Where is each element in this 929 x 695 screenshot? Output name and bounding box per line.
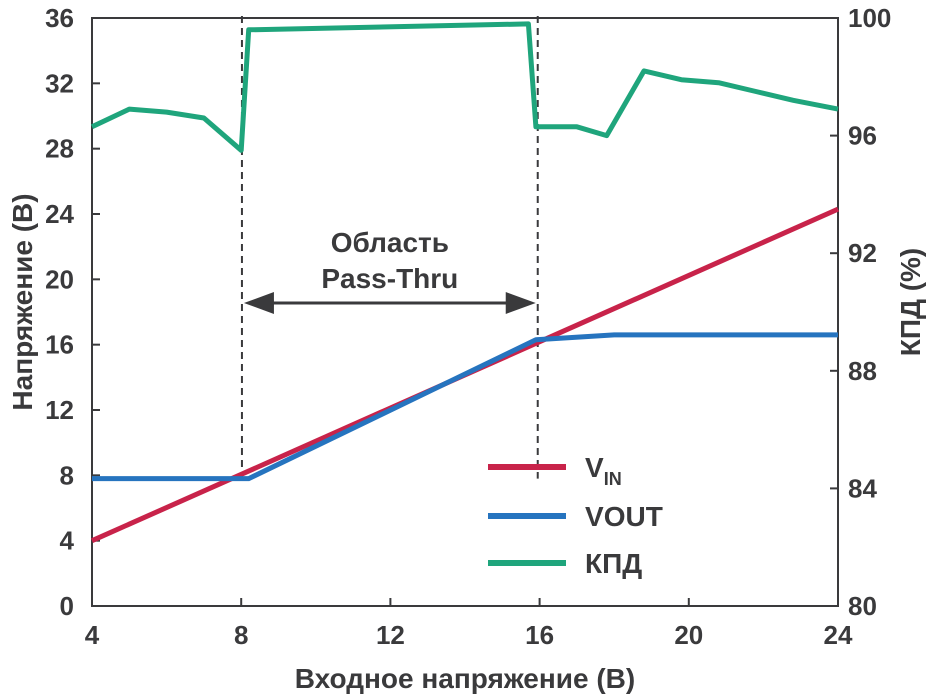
x-tick-label: 24 <box>824 620 853 650</box>
y2-tick-label: 80 <box>848 591 877 621</box>
y-tick-label: 28 <box>45 134 74 164</box>
x-tick-label: 16 <box>525 620 554 650</box>
legend-label-main: КПД <box>585 548 642 579</box>
series-line-2 <box>92 332 838 482</box>
legend-label-sub: IN <box>604 469 622 489</box>
y-tick-label: 32 <box>45 68 74 98</box>
y-tick-label: 8 <box>60 460 74 490</box>
x-axis-title: Входное напряжение (В) <box>295 663 635 694</box>
y2-axis-title: КПД (%) <box>895 248 926 357</box>
y2-tick-label: 84 <box>848 473 877 503</box>
y-tick-label: 24 <box>45 199 74 229</box>
x-tick-label: 4 <box>85 620 100 650</box>
annotation-line1: Область <box>331 227 449 258</box>
y-tick-label: 36 <box>45 3 74 33</box>
legend-label-main: V <box>585 501 604 532</box>
y-axis-title: Напряжение (В) <box>7 193 38 410</box>
y-tick-label: 20 <box>45 264 74 294</box>
x-tick-label: 8 <box>234 620 248 650</box>
legend-label-sub: OUT <box>604 501 663 532</box>
series-line-3 <box>90 21 839 153</box>
x-tick-label: 20 <box>674 620 703 650</box>
y2-tick-label: 100 <box>848 3 891 33</box>
y-tick-label: 12 <box>45 395 74 425</box>
y2-tick-label: 92 <box>848 238 877 268</box>
arrow-left-head <box>243 292 274 314</box>
arrow-right-head <box>505 292 536 314</box>
legend-label-main: V <box>585 452 604 483</box>
y2-tick-label: 96 <box>848 121 877 151</box>
annotation-line2: Pass-Thru <box>321 263 458 294</box>
legend-label-2: VOUT <box>585 501 663 532</box>
plot-frame <box>91 17 839 607</box>
y-tick-label: 16 <box>45 330 74 360</box>
legend-label-3: КПД <box>585 548 642 579</box>
y-tick-label: 4 <box>60 526 75 556</box>
legend-label-1: VIN <box>585 452 622 489</box>
x-tick-label: 12 <box>376 620 405 650</box>
y2-tick-label: 88 <box>848 356 877 386</box>
y-tick-label: 0 <box>60 591 74 621</box>
